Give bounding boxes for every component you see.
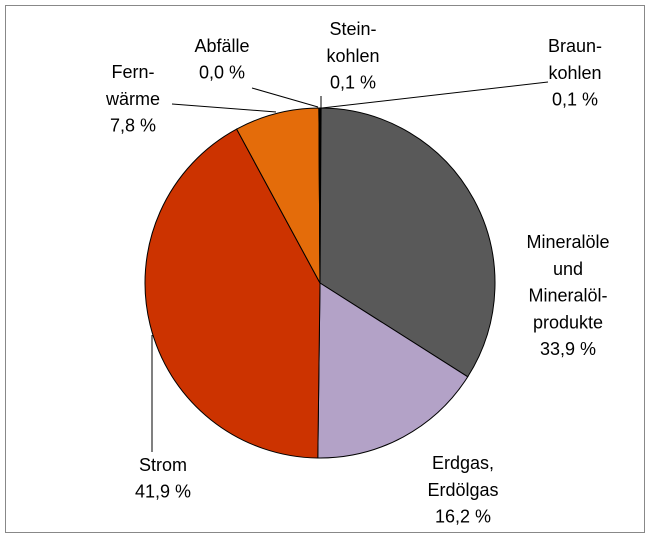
pie-slice bbox=[317, 282, 469, 459]
value-label: 0,1 % bbox=[330, 72, 376, 92]
pie-slice bbox=[319, 107, 496, 378]
slice-label: Erdgas, Erdölgas bbox=[427, 453, 498, 500]
slice-label: Mineralöle und Mineralöl-produkte bbox=[526, 232, 609, 332]
value-label: 41,9 % bbox=[135, 482, 191, 502]
slice-label: Braun-kohlen bbox=[548, 36, 602, 83]
slice-label: Abfälle bbox=[194, 36, 249, 56]
pie-slice bbox=[144, 128, 321, 459]
slice-label: Strom bbox=[139, 455, 187, 475]
leader-line bbox=[321, 81, 549, 109]
value-label: 0,0 % bbox=[199, 63, 245, 83]
slice-label: Stein-kohlen bbox=[326, 19, 379, 66]
slice-label: Fern-wärme bbox=[105, 62, 160, 109]
pie-slice bbox=[318, 107, 321, 284]
value-label: 33,9 % bbox=[540, 339, 596, 359]
value-label: 16,2 % bbox=[435, 506, 491, 526]
leader-line bbox=[251, 87, 319, 108]
leader-line bbox=[171, 103, 277, 113]
value-label: 0,1 % bbox=[552, 89, 598, 109]
value-label: 7,8 % bbox=[110, 115, 156, 135]
